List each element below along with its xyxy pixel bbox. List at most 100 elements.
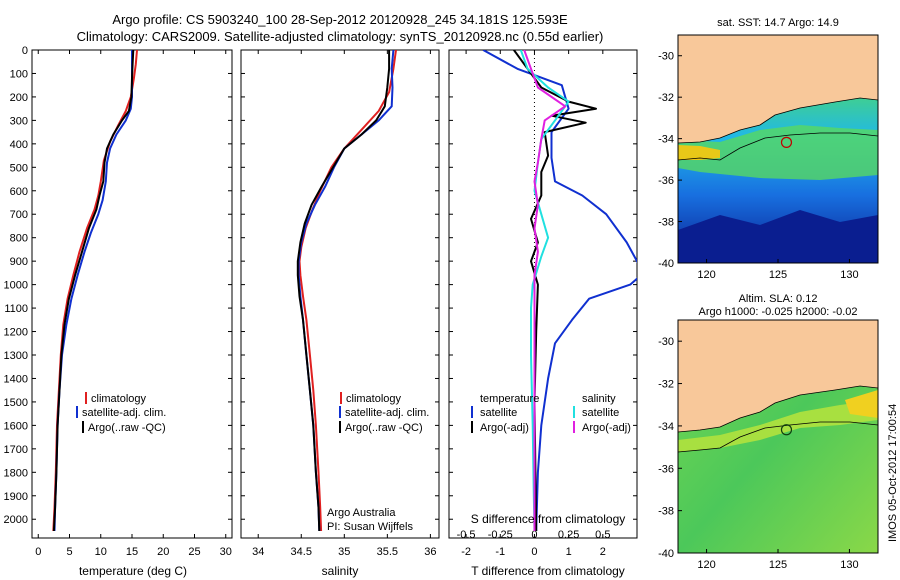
sla-land [678,320,878,432]
legend-label-argo-raw: Argo(..raw -QC) [345,422,423,434]
salinity-x-label: salinity [322,564,359,578]
y-tick-label: 700 [10,209,28,221]
series-group [482,50,637,532]
map-x-tick-label: 125 [769,559,787,571]
difference-line-satellite-temperature [482,50,637,532]
x-tick-label: 34 [252,546,264,558]
temperature-legend: climatology satellite-adj. clim. Argo(..… [76,392,166,434]
map-y-tick-label: -34 [658,134,674,146]
map-y-tick-label: -32 [658,92,674,104]
legend-title-salinity: salinity [582,393,616,405]
sla-map-title: Altim. SLA: 0.12 [739,293,818,305]
y-tick-label: 600 [10,186,28,198]
figure-title-line2: Climatology: CARS2009. Satellite-adjuste… [77,29,604,44]
temperature-plot-frame [31,49,233,539]
legend-label-s-satellite: satellite [582,407,619,419]
x-tick-label: 15 [126,546,138,558]
figure-title-line1: Argo profile: CS 5903240_100 28-Sep-2012… [112,12,568,27]
x2-tick-label: -0.5 [457,529,476,541]
y-tick-label: 100 [10,68,28,80]
y-tick-label: 1300 [4,350,28,362]
x-tick-label: 30 [220,546,232,558]
map-x-tick-label: 125 [769,269,787,281]
sla-argo-marker [780,424,793,436]
temperature-x-label: temperature (deg C) [79,564,187,578]
series-group [296,50,397,532]
x2-tick-label: 0.5 [595,529,610,541]
salinity-plot-frame [240,49,440,539]
difference-line-argo-adj--salinity [523,50,567,531]
salinity-legend: climatology satellite-adj. clim. Argo(..… [327,392,429,533]
map-x-tick-label: 120 [697,269,715,281]
legend-label-satellite-adj: satellite-adj. clim. [345,407,429,419]
x-tick-label: 35.5 [377,546,398,558]
y-tick-label: 1700 [4,444,28,456]
salinity-line-satellite-adj-clim- [297,50,395,532]
float-agency-annotation: Argo Australia [327,507,396,519]
x-tick-label: -2 [461,546,471,558]
legend-title-temperature: temperature [480,393,539,405]
x-tick-label: 5 [66,546,72,558]
temperature-line-argo-raw-qc- [52,50,135,532]
legend-label-climatology: climatology [346,393,402,405]
temperature-chart: 0100200300400500600700800900100011001200… [4,45,232,558]
legend-label-s-argo: Argo(-adj) [582,422,631,434]
sla-map [678,320,878,553]
sla-coastal-band [678,400,878,452]
map-y-tick-label: -32 [658,379,674,391]
legend-label-satellite-adj: satellite-adj. clim. [82,407,166,419]
x-tick-label: 0 [531,546,537,558]
map-y-tick-label: -38 [658,217,674,229]
difference-legend: temperature salinity satellite Argo(-adj… [471,393,631,434]
legend-label-argo-raw: Argo(..raw -QC) [88,422,166,434]
legend-label-climatology: climatology [91,393,147,405]
map-y-tick-label: -30 [658,51,674,63]
y-tick-label: 1000 [4,280,28,292]
x-tick-label: 1 [566,546,572,558]
y-tick-label: 2000 [4,514,28,526]
difference-line-satellite-salinity [519,50,570,532]
y-tick-label: 1100 [4,303,28,315]
sla-contour [678,421,878,453]
sst-map-title: sat. SST: 14.7 Argo: 14.9 [717,17,839,29]
sst-argo-marker [780,136,793,148]
sst-map [678,35,878,263]
y-tick-label: 1500 [4,397,28,409]
imos-timestamp: IMOS 05-Oct-2012 17:00:54 [887,404,899,542]
x2-tick-label: 0 [531,529,537,541]
x-tick-label: 36 [424,546,436,558]
map-y-tick-label: -38 [658,506,674,518]
series-group [52,50,138,532]
y-tick-label: 800 [10,233,28,245]
x2-tick-label: 0.25 [558,529,579,541]
y-tick-label: 1400 [4,373,28,385]
x-tick-label: -1 [495,546,505,558]
map-y-tick-label: -34 [658,421,674,433]
y-tick-label: 300 [10,115,28,127]
y-tick-label: 400 [10,139,28,151]
map-y-tick-label: -36 [658,175,674,187]
x-tick-label: 20 [157,546,169,558]
map-x-tick-label: 130 [840,269,858,281]
map-x-tick-label: 120 [697,559,715,571]
map-x-tick-label: 130 [840,559,858,571]
y-tick-label: 900 [10,256,28,268]
sst-coastline [678,97,878,144]
y-tick-label: 200 [10,92,28,104]
difference-chart: -2 -1 0 1 2 -0.5 -0.25 0 0.25 0.5 [449,49,637,558]
map-y-tick-label: -30 [658,336,674,348]
x-tick-label: 34.5 [291,546,312,558]
x-tick-label: 0 [35,546,41,558]
legend-label-t-argo: Argo(-adj) [480,422,529,434]
y-tick-label: 500 [10,162,28,174]
y-tick-label: 1800 [4,467,28,479]
x-tick-label: 2 [600,546,606,558]
sst-contour [678,132,878,161]
map-y-tick-label: -40 [658,548,674,560]
sst-map-axes: 120 125 130 -30 -32 -34 -36 -38 -40 [658,51,859,281]
y-tick-label: 1600 [4,420,28,432]
x2-tick-label: -0.25 [488,529,513,541]
map-y-tick-label: -40 [658,258,674,270]
legend-label-t-satellite: satellite [480,407,517,419]
